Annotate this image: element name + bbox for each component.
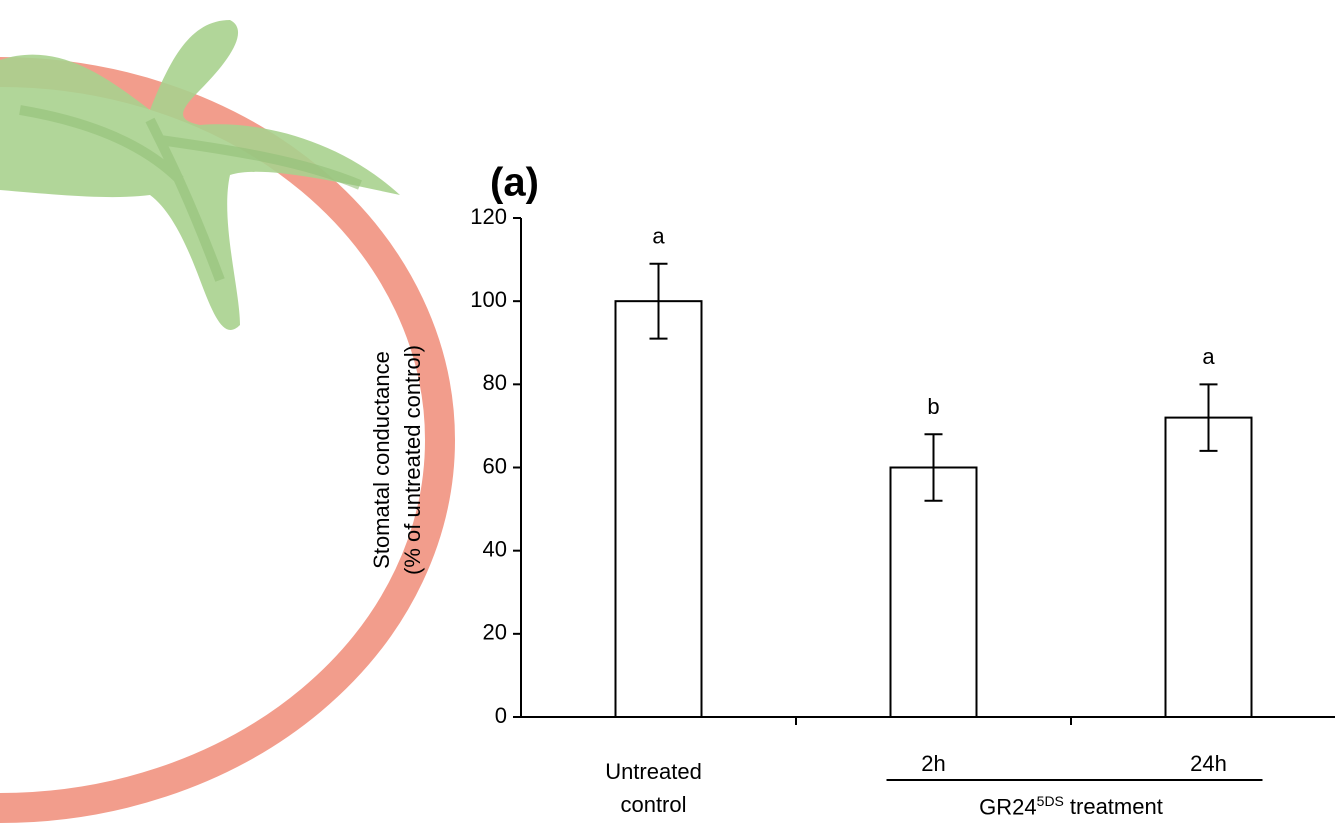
- group-label: GR245DS treatment: [881, 793, 1261, 820]
- panel-label: (a): [490, 161, 539, 205]
- y-tick-label: 40: [483, 536, 507, 561]
- y-tick-label: 100: [470, 287, 507, 312]
- y-tick-label: 120: [470, 204, 507, 229]
- significance-letter: a: [1202, 344, 1215, 369]
- y-axis-label: Stomatal conductance: [369, 351, 394, 569]
- bar: [616, 301, 702, 717]
- y-tick-label: 20: [483, 620, 507, 645]
- x-tick-label: 2h: [864, 747, 1004, 780]
- y-tick-label: 0: [495, 703, 507, 728]
- x-tick-label: Untreated control: [589, 755, 719, 821]
- y-tick-label: 80: [483, 370, 507, 395]
- bar: [891, 468, 977, 718]
- y-tick-label: 60: [483, 453, 507, 478]
- bar: [1166, 418, 1252, 717]
- y-axis-label: (% of untreated control): [400, 345, 425, 575]
- group-label-part: 5DS: [1037, 793, 1064, 809]
- significance-letter: a: [652, 224, 665, 249]
- group-label-part: treatment: [1070, 794, 1163, 819]
- significance-letter: b: [927, 394, 939, 419]
- chart: (a) Stomatal conductance (% of untreated…: [0, 0, 1335, 827]
- page: (a) Stomatal conductance (% of untreated…: [0, 0, 1335, 827]
- group-label-part: GR24: [979, 794, 1036, 819]
- x-tick-label: 24h: [1139, 747, 1279, 780]
